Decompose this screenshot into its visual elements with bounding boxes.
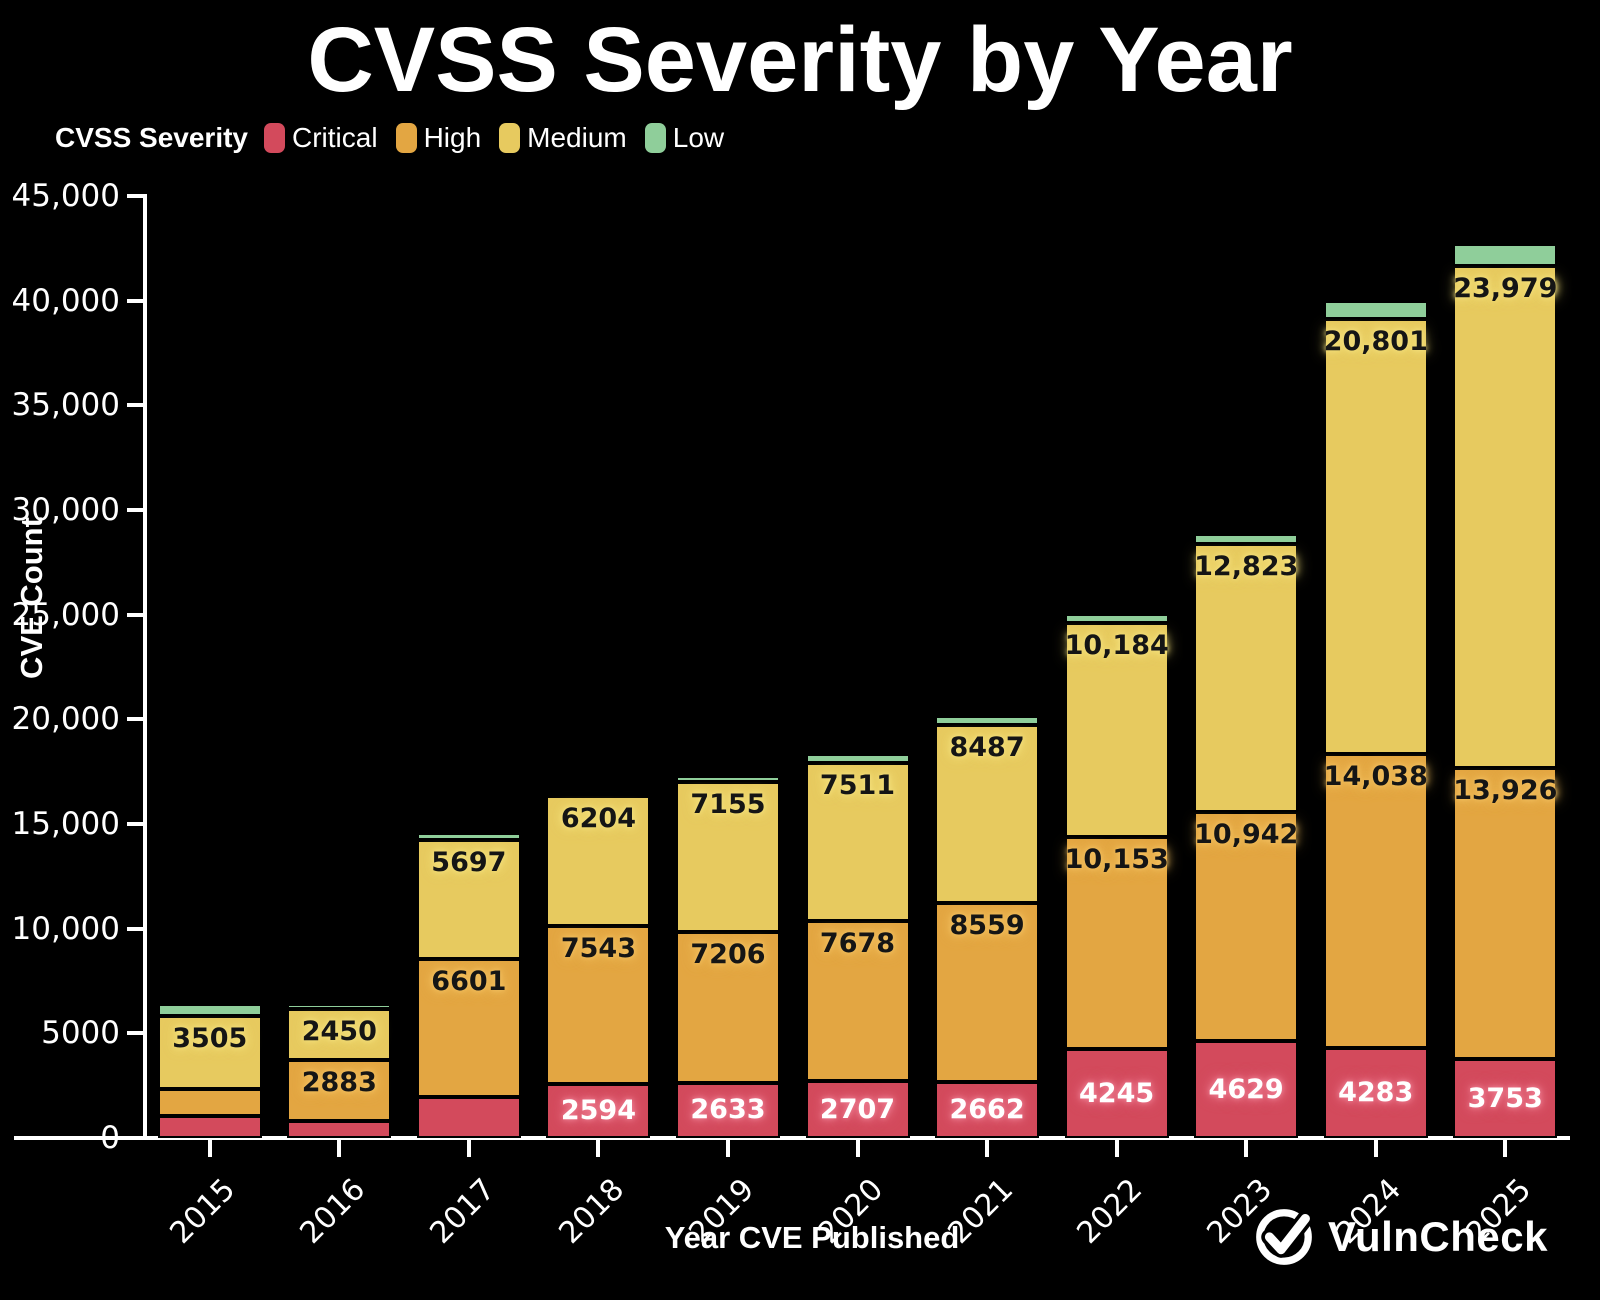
legend-item-critical: Critical — [264, 122, 378, 154]
brand-logo: VulnCheck — [1253, 1206, 1548, 1268]
bar-segment-2015-low — [157, 1004, 262, 1016]
bar-segment-2017-low — [416, 832, 521, 840]
bar-segment-2022-medium — [1064, 623, 1169, 837]
bar-segment-2021-low — [935, 715, 1040, 726]
bar-segment-2023-low — [1194, 534, 1299, 544]
bar-segment-2018-medium — [546, 795, 651, 926]
bar-segment-2025-low — [1453, 244, 1558, 266]
bar-segment-2021-critical — [935, 1082, 1040, 1138]
legend-item-low: Low — [644, 122, 725, 154]
y-tick-label: 35,000 — [11, 387, 120, 424]
legend-label: Medium — [527, 122, 627, 153]
bar-segment-2021-high — [935, 903, 1040, 1083]
bar-segment-2016-medium — [287, 1009, 392, 1061]
y-tick-label: 20,000 — [11, 701, 120, 738]
y-tick-label: 0 — [100, 1120, 120, 1156]
x-tick — [855, 1140, 860, 1157]
y-tick-label: 25,000 — [11, 596, 120, 633]
y-tick-label: 10,000 — [11, 910, 120, 947]
legend: CVSS Severity Critical High Medium Low — [55, 122, 742, 154]
bar-segment-2015-high — [157, 1089, 262, 1116]
bar-segment-2015-critical — [157, 1115, 262, 1138]
legend-item-medium: Medium — [499, 122, 627, 154]
y-tick-label: 15,000 — [11, 806, 120, 842]
vulncheck-logo-icon — [1256, 1209, 1314, 1265]
bar-segment-2024-high — [1323, 754, 1428, 1049]
x-tick — [1373, 1140, 1378, 1157]
bar-segment-2022-low — [1064, 614, 1169, 624]
x-tick — [207, 1140, 212, 1157]
bar-segment-2016-critical — [287, 1120, 392, 1138]
legend-label: High — [423, 122, 482, 153]
bar-segment-2025-critical — [1453, 1059, 1558, 1138]
bar-segment-2025-high — [1453, 767, 1558, 1060]
x-axis-title: Year CVE Published — [664, 1220, 960, 1255]
bar-segment-2020-low — [805, 754, 910, 764]
bar-segment-2019-low — [675, 776, 780, 783]
brand-name: VulnCheck — [1328, 1213, 1548, 1260]
y-tick — [127, 403, 144, 408]
bar-segment-2016-high — [287, 1060, 392, 1121]
bar-segment-2020-medium — [805, 763, 910, 921]
bar-segment-2020-high — [805, 920, 910, 1082]
legend-swatch-low — [644, 123, 666, 153]
y-tick — [127, 298, 144, 303]
x-tick — [466, 1140, 471, 1157]
y-tick-label: 45,000 — [11, 178, 120, 214]
x-tick — [596, 1140, 601, 1157]
bar-segment-2022-high — [1064, 836, 1169, 1050]
bar-segment-2023-high — [1194, 812, 1299, 1042]
y-tick — [127, 194, 144, 198]
legend-title: CVSS Severity — [55, 122, 248, 153]
x-axis-line — [14, 1136, 1570, 1140]
legend-label: Critical — [292, 122, 378, 153]
bar-segment-2025-medium — [1453, 265, 1558, 768]
legend-swatch-high — [395, 123, 417, 153]
bar-segment-2024-critical — [1323, 1048, 1428, 1138]
bar-segment-2019-critical — [675, 1082, 780, 1138]
legend-swatch-critical — [264, 123, 285, 153]
y-tick — [127, 822, 144, 826]
y-tick-label: 30,000 — [11, 492, 120, 528]
bar-segment-2020-critical — [805, 1081, 910, 1138]
y-axis-line — [143, 194, 147, 1140]
bar-segment-2024-medium — [1323, 319, 1428, 755]
bar-segment-2021-medium — [935, 725, 1040, 904]
bar-segment-2024-low — [1323, 300, 1428, 320]
y-tick — [127, 1136, 144, 1140]
bar-segment-2017-high — [416, 958, 521, 1097]
x-tick — [725, 1140, 730, 1157]
x-tick — [1114, 1140, 1119, 1157]
bar-segment-2023-critical — [1194, 1041, 1299, 1138]
y-tick — [127, 1031, 144, 1036]
y-tick — [127, 508, 144, 512]
chart-title: CVSS Severity by Year — [307, 9, 1293, 111]
y-tick-label: 40,000 — [11, 282, 120, 319]
x-tick — [985, 1140, 990, 1157]
legend-swatch-medium — [499, 123, 521, 153]
y-tick — [127, 717, 144, 722]
bar-segment-2016-low — [287, 1004, 392, 1010]
y-tick-label: 5000 — [41, 1015, 120, 1052]
bar-segment-2019-medium — [675, 782, 780, 933]
bar-segment-2017-critical — [416, 1096, 521, 1138]
legend-item-high: High — [395, 122, 482, 154]
bar-segment-2019-high — [675, 932, 780, 1083]
legend-items: Critical High Medium Low — [264, 122, 742, 154]
bar-segment-2018-high — [546, 925, 651, 1084]
x-tick — [1244, 1140, 1249, 1157]
bar-segment-2017-medium — [416, 839, 521, 959]
y-tick — [127, 926, 144, 931]
x-tick — [1503, 1140, 1508, 1157]
bar-segment-2022-critical — [1064, 1049, 1169, 1138]
legend-label: Low — [672, 122, 725, 153]
x-tick — [337, 1140, 342, 1157]
y-tick — [127, 612, 144, 617]
bar-segment-2023-medium — [1194, 543, 1299, 813]
bar-segment-2018-low — [546, 791, 651, 796]
bar-segment-2015-medium — [157, 1015, 262, 1090]
bar-segment-2018-critical — [546, 1083, 651, 1138]
